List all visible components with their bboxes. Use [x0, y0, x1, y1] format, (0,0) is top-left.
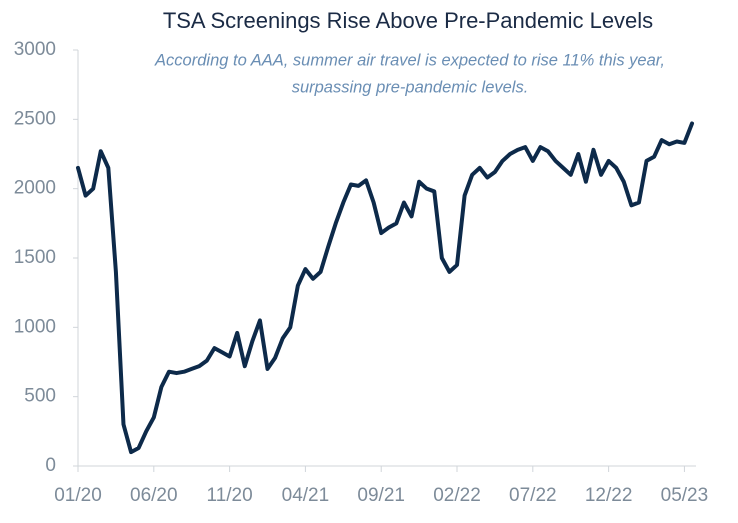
line-series: [76, 121, 694, 455]
y-tick-label: 2500: [14, 108, 56, 129]
y-tick-label: 2000: [14, 178, 56, 199]
x-tick-label: 05/23: [661, 485, 709, 506]
x-tick-label: 02/22: [433, 485, 481, 506]
y-tick-label: 1000: [14, 316, 56, 337]
x-tick-label: 11/20: [207, 485, 253, 506]
chart-subtitle: According to AAA, summer air travel is e…: [154, 51, 665, 69]
chart-subtitle: surpassing pre-pandemic levels.: [292, 78, 529, 96]
y-tick-label: 500: [24, 386, 56, 407]
y-tick-label: 1500: [14, 247, 56, 268]
chart-title: TSA Screenings Rise Above Pre-Pandemic L…: [163, 8, 653, 33]
x-tick-label: 06/20: [130, 485, 178, 506]
x-tick-label: 12/22: [585, 485, 633, 506]
y-tick-label: 0: [45, 455, 56, 476]
x-tick-label: 04/21: [282, 485, 330, 506]
y-tick-label: 3000: [14, 39, 56, 60]
x-tick-label: 09/21: [357, 485, 405, 506]
x-tick-label: 07/22: [509, 485, 557, 506]
x-tick-label: 01/20: [54, 485, 102, 506]
